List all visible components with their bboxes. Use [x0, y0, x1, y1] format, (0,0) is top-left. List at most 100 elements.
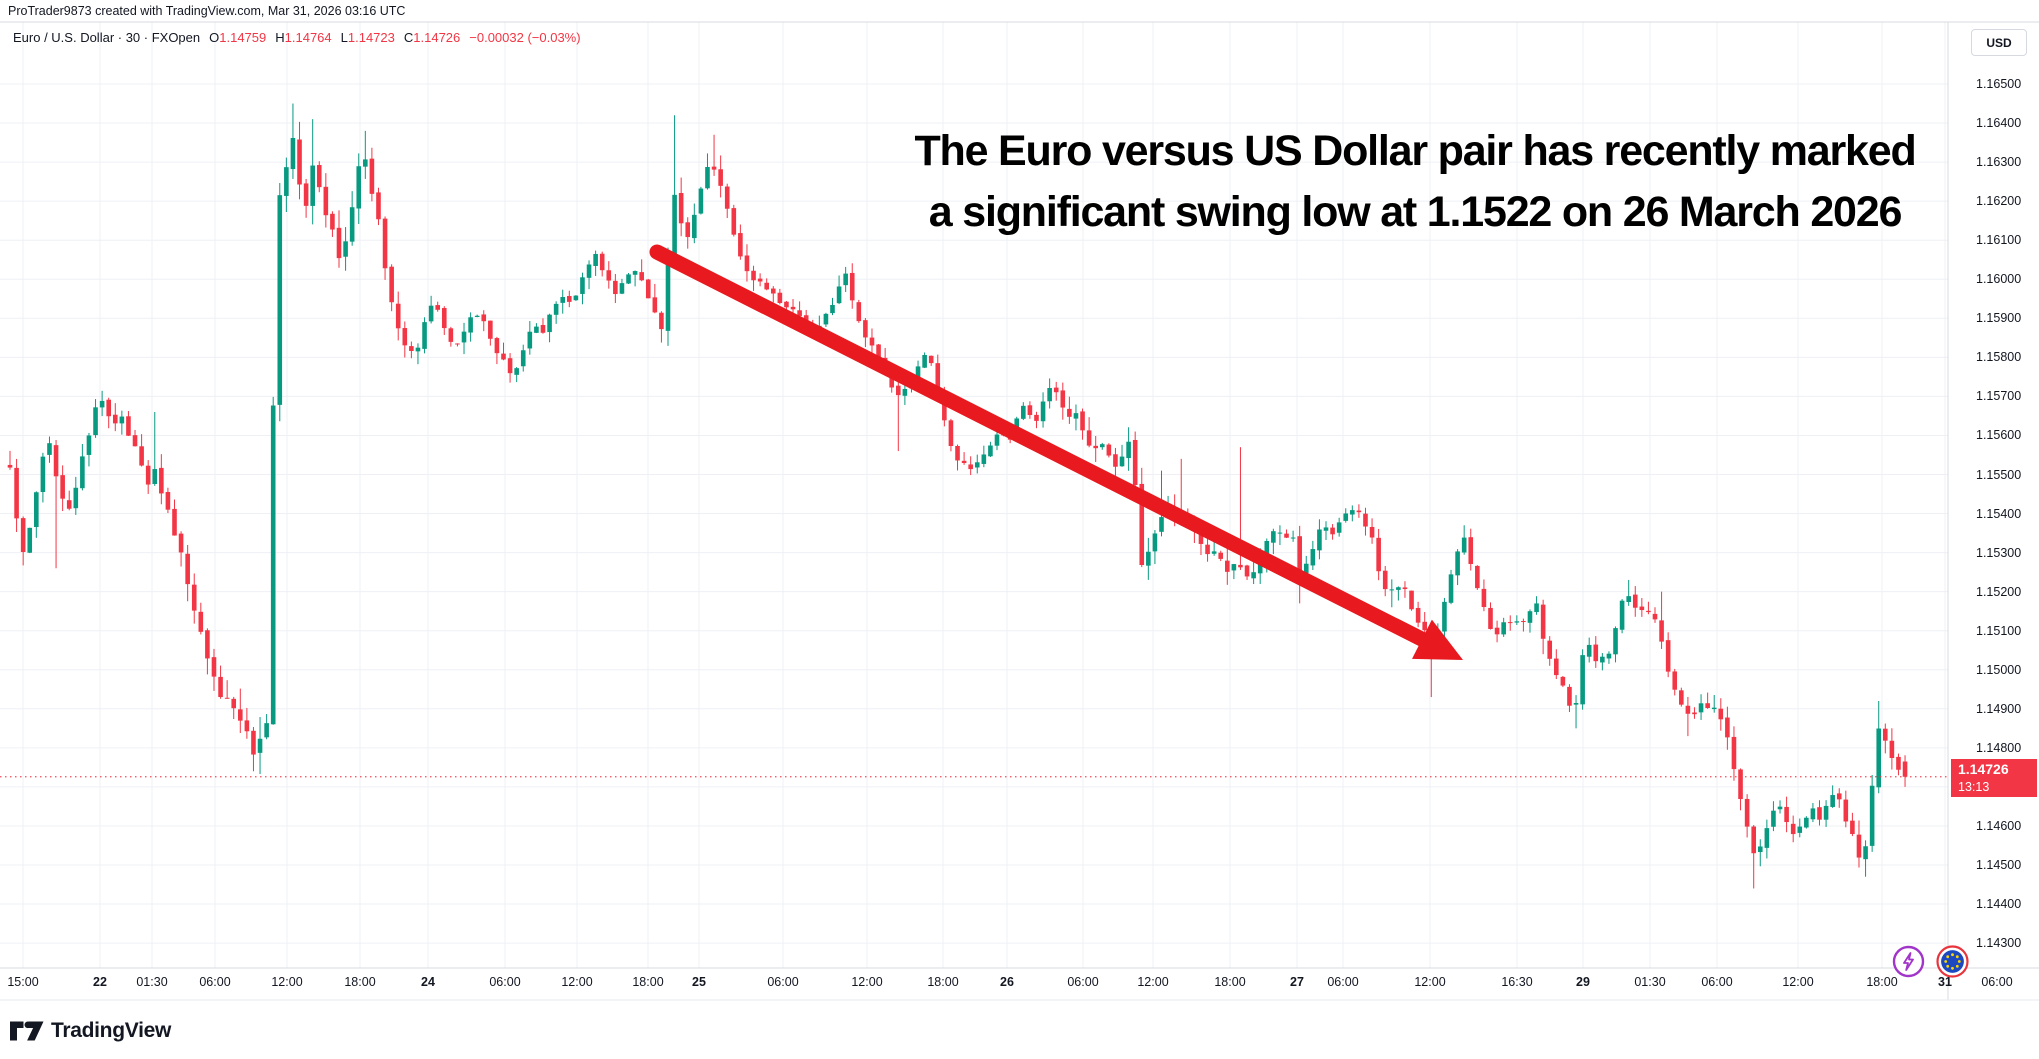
price-axis-label: 1.15200 — [1976, 584, 2022, 599]
time-axis-label: 16:30 — [1501, 975, 1533, 989]
candle-body — [1804, 817, 1809, 828]
candle-body — [461, 331, 467, 343]
candle-body — [836, 286, 842, 304]
candle-body — [1119, 456, 1125, 467]
candle-body — [53, 445, 59, 477]
candle-body — [99, 400, 105, 408]
time-axis-label: 18:00 — [632, 975, 664, 989]
time-axis-label: 06:00 — [1701, 975, 1733, 989]
candle-body — [580, 277, 585, 294]
candle-body — [244, 720, 250, 732]
candle-body — [889, 371, 895, 388]
candle-body — [1600, 656, 1605, 663]
candle-body — [1330, 527, 1335, 535]
candle-body — [86, 435, 92, 455]
candle-body — [1396, 587, 1401, 590]
candle-body — [119, 416, 125, 424]
time-axis-label: 18:00 — [1214, 975, 1246, 989]
candle-body — [468, 317, 473, 333]
economic-event-eu-flag-icon[interactable] — [1936, 945, 1969, 978]
candle-body — [961, 460, 967, 464]
price-axis-label: 1.15100 — [1976, 623, 2022, 638]
grid-lines — [0, 22, 1948, 968]
candle-body — [1152, 533, 1158, 552]
candle-body — [1099, 444, 1105, 448]
candle-body — [1277, 532, 1283, 534]
candle-body — [757, 278, 763, 282]
time-axis-label: 06:00 — [1067, 975, 1099, 989]
candle-body — [724, 186, 730, 209]
currency-toggle-button[interactable]: USD — [1971, 29, 2027, 56]
candle-body — [231, 698, 237, 709]
symbol-legend[interactable]: Euro / U.S. Dollar · 30 · FXOpen O1.14759… — [13, 30, 581, 45]
candle-body — [1659, 620, 1664, 642]
candle-body — [1554, 658, 1559, 676]
candle-body — [1336, 522, 1342, 533]
price-axis-label: 1.14500 — [1976, 858, 2022, 872]
price-axis-label: 1.16300 — [1976, 155, 2022, 170]
candle-body — [849, 272, 855, 301]
ohlc-open: O1.14759 — [209, 30, 267, 45]
eu-stars — [1944, 953, 1961, 970]
candle-body — [1679, 690, 1684, 705]
candle-body — [310, 165, 315, 206]
tradingview-footer[interactable]: TradingView — [10, 1019, 171, 1043]
candle-body — [915, 366, 921, 382]
candle-body — [1652, 613, 1658, 620]
tradingview-logo-text: TradingView — [51, 1019, 172, 1042]
time-axis-label: 18:00 — [344, 975, 376, 989]
candle-body — [1843, 799, 1849, 822]
candle-body — [1619, 600, 1625, 630]
candle-body — [20, 518, 26, 552]
candle-body — [1540, 604, 1546, 639]
candle-body — [764, 282, 769, 290]
candle-body — [126, 416, 131, 436]
candle-body — [830, 304, 835, 314]
candle-body — [455, 343, 460, 345]
economic-event-lightning-icon[interactable] — [1892, 945, 1925, 978]
candle-body — [1363, 513, 1368, 527]
candle-body — [323, 186, 329, 216]
candle-body — [132, 435, 138, 447]
time-axis-label: 12:00 — [271, 975, 303, 989]
candle-body — [942, 397, 947, 421]
candle-body — [257, 738, 263, 753]
candle-body — [1567, 686, 1572, 706]
candle-body — [1856, 834, 1862, 858]
trend-arrow-drawing[interactable] — [649, 244, 1463, 660]
candle-body — [1896, 756, 1901, 770]
annotation-text[interactable]: The Euro versus US Dollar pair has recen… — [880, 121, 1950, 243]
candle-body — [106, 399, 111, 417]
candle-body — [1711, 707, 1717, 710]
price-axis-label: 1.15800 — [1976, 350, 2022, 365]
time-axis-label: 26 — [1000, 975, 1014, 989]
candle-body — [711, 166, 717, 170]
price-axis-label: 1.15600 — [1976, 428, 2022, 443]
economic-event-icons — [1892, 945, 1969, 978]
candle-body — [1271, 531, 1276, 543]
time-axis-label: 27 — [1290, 975, 1304, 989]
candle-body — [790, 306, 796, 310]
candle-body — [1876, 728, 1882, 788]
candle-body — [264, 723, 269, 738]
candle-body — [994, 434, 1000, 446]
candle-body — [1211, 551, 1217, 554]
candle-body — [1527, 611, 1533, 623]
candle-body — [1468, 537, 1474, 565]
candle-body — [1836, 793, 1842, 800]
candle-body — [1580, 655, 1585, 705]
candle-body — [672, 194, 677, 260]
candle-body — [520, 350, 526, 367]
candle-body — [395, 303, 401, 329]
candle-body — [178, 533, 184, 553]
axis-separators — [0, 21, 2039, 1001]
candle-body — [1415, 607, 1421, 623]
candle-body — [1573, 702, 1579, 705]
candle-body — [1771, 810, 1776, 827]
candle-body — [1606, 653, 1612, 659]
candle-body — [152, 469, 158, 484]
candle-body — [112, 414, 118, 424]
time-axis-label: 06:00 — [1327, 975, 1359, 989]
price-axis-label: 1.16500 — [1976, 77, 2022, 91]
